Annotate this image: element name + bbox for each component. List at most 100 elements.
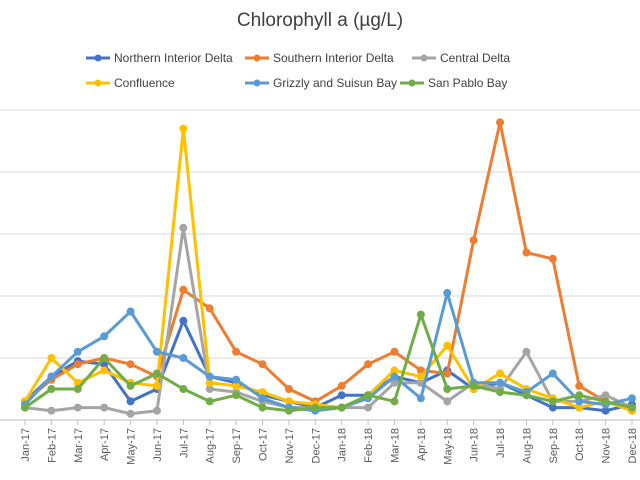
data-point	[100, 403, 109, 412]
data-point	[337, 391, 346, 400]
data-point	[628, 403, 636, 412]
x-tick-label: Jul-17	[178, 428, 190, 458]
data-point	[47, 385, 56, 393]
legend-swatch-marker	[94, 54, 102, 62]
data-point	[232, 347, 241, 356]
legend-label: Confluence	[114, 76, 175, 90]
legend-item: Grizzly and Suisun Bay	[245, 77, 445, 91]
data-point	[126, 409, 135, 418]
legend-item: Northern Interior Delta	[86, 52, 286, 66]
legend-swatch	[412, 54, 436, 62]
legend-item: San Pablo Bay	[400, 77, 600, 91]
legend-swatch-marker	[253, 79, 261, 87]
data-point	[337, 403, 346, 412]
x-tick-label: Jul-18	[495, 428, 507, 458]
legend-swatch-marker	[420, 54, 428, 62]
data-point	[232, 391, 241, 400]
legend-label: Northern Interior Delta	[114, 51, 233, 65]
data-point	[152, 347, 161, 356]
data-point	[179, 124, 188, 133]
legend-label: San Pablo Bay	[428, 76, 508, 90]
legend: Northern Interior Delta Southern Interior…	[0, 46, 640, 96]
data-point	[126, 307, 135, 316]
series-4	[21, 124, 636, 415]
data-point	[73, 347, 82, 356]
data-point	[258, 403, 267, 412]
data-point	[496, 388, 505, 397]
data-point	[575, 391, 584, 400]
data-point	[337, 381, 346, 390]
data-point	[126, 360, 135, 369]
data-point	[416, 394, 425, 403]
legend-swatch	[400, 79, 424, 87]
x-tick-label: Mar-17	[73, 428, 85, 463]
x-tick-label: Jun-18	[469, 428, 481, 462]
data-point	[628, 394, 636, 403]
data-point	[205, 397, 214, 406]
data-point	[443, 397, 452, 406]
data-point	[179, 316, 188, 325]
series-line	[23, 313, 634, 413]
data-point	[575, 381, 584, 390]
legend-swatch	[245, 79, 269, 87]
data-point	[100, 366, 109, 375]
x-tick-label: Jan-18	[337, 428, 349, 462]
data-point	[258, 360, 267, 369]
data-point	[73, 360, 82, 369]
data-point	[152, 406, 161, 415]
data-point	[179, 285, 188, 294]
data-point	[205, 372, 214, 381]
data-point	[258, 394, 267, 403]
x-tick-label: May-18	[442, 428, 454, 465]
data-point	[469, 236, 478, 245]
x-tick-label: Nov-17	[284, 428, 296, 463]
data-point	[152, 369, 161, 378]
data-point	[179, 354, 188, 362]
data-point	[73, 385, 82, 393]
x-axis-ticks: Jan-17 Feb-17 Mar-17 Apr-17 May-17 Jun-17 Jul-…	[20, 420, 639, 465]
data-point	[179, 385, 188, 393]
data-point	[152, 381, 161, 390]
data-point	[443, 385, 452, 393]
data-point	[126, 381, 135, 390]
legend-swatch-marker	[253, 54, 261, 62]
x-tick-label: Dec-17	[310, 428, 322, 463]
legend-swatch	[86, 54, 110, 62]
x-tick-label: Aug-17	[205, 428, 217, 463]
x-tick-label: Aug-18	[521, 428, 533, 463]
x-tick-label: Apr-17	[99, 428, 111, 461]
x-tick-label: Dec-18	[627, 428, 639, 463]
series-line	[23, 120, 634, 413]
data-point	[443, 369, 452, 378]
data-point	[21, 403, 29, 412]
data-point	[390, 347, 399, 356]
data-point	[496, 369, 505, 378]
x-tick-label: Jun-17	[152, 428, 164, 462]
data-point	[469, 381, 478, 390]
data-point	[284, 385, 293, 393]
data-point	[47, 406, 56, 415]
data-point	[416, 310, 425, 319]
x-tick-label: Oct-17	[258, 428, 270, 461]
data-point	[496, 118, 505, 127]
data-point	[364, 391, 373, 400]
data-point	[390, 397, 399, 406]
data-point	[443, 341, 452, 350]
data-point	[364, 360, 373, 369]
legend-swatch-marker	[408, 79, 416, 87]
gridlines	[0, 109, 640, 359]
x-tick-label: May-17	[126, 428, 138, 465]
legend-swatch	[245, 54, 269, 62]
data-point	[205, 304, 214, 313]
legend-item: Southern Interior Delta	[245, 52, 445, 66]
x-tick-label: Feb-18	[363, 428, 375, 463]
series-3	[21, 223, 636, 418]
legend-swatch-marker	[94, 79, 102, 87]
legend-swatch	[86, 79, 110, 87]
data-point	[47, 372, 56, 381]
data-point	[522, 347, 531, 356]
x-tick-label: Jan-17	[20, 428, 32, 462]
data-point	[311, 403, 320, 412]
